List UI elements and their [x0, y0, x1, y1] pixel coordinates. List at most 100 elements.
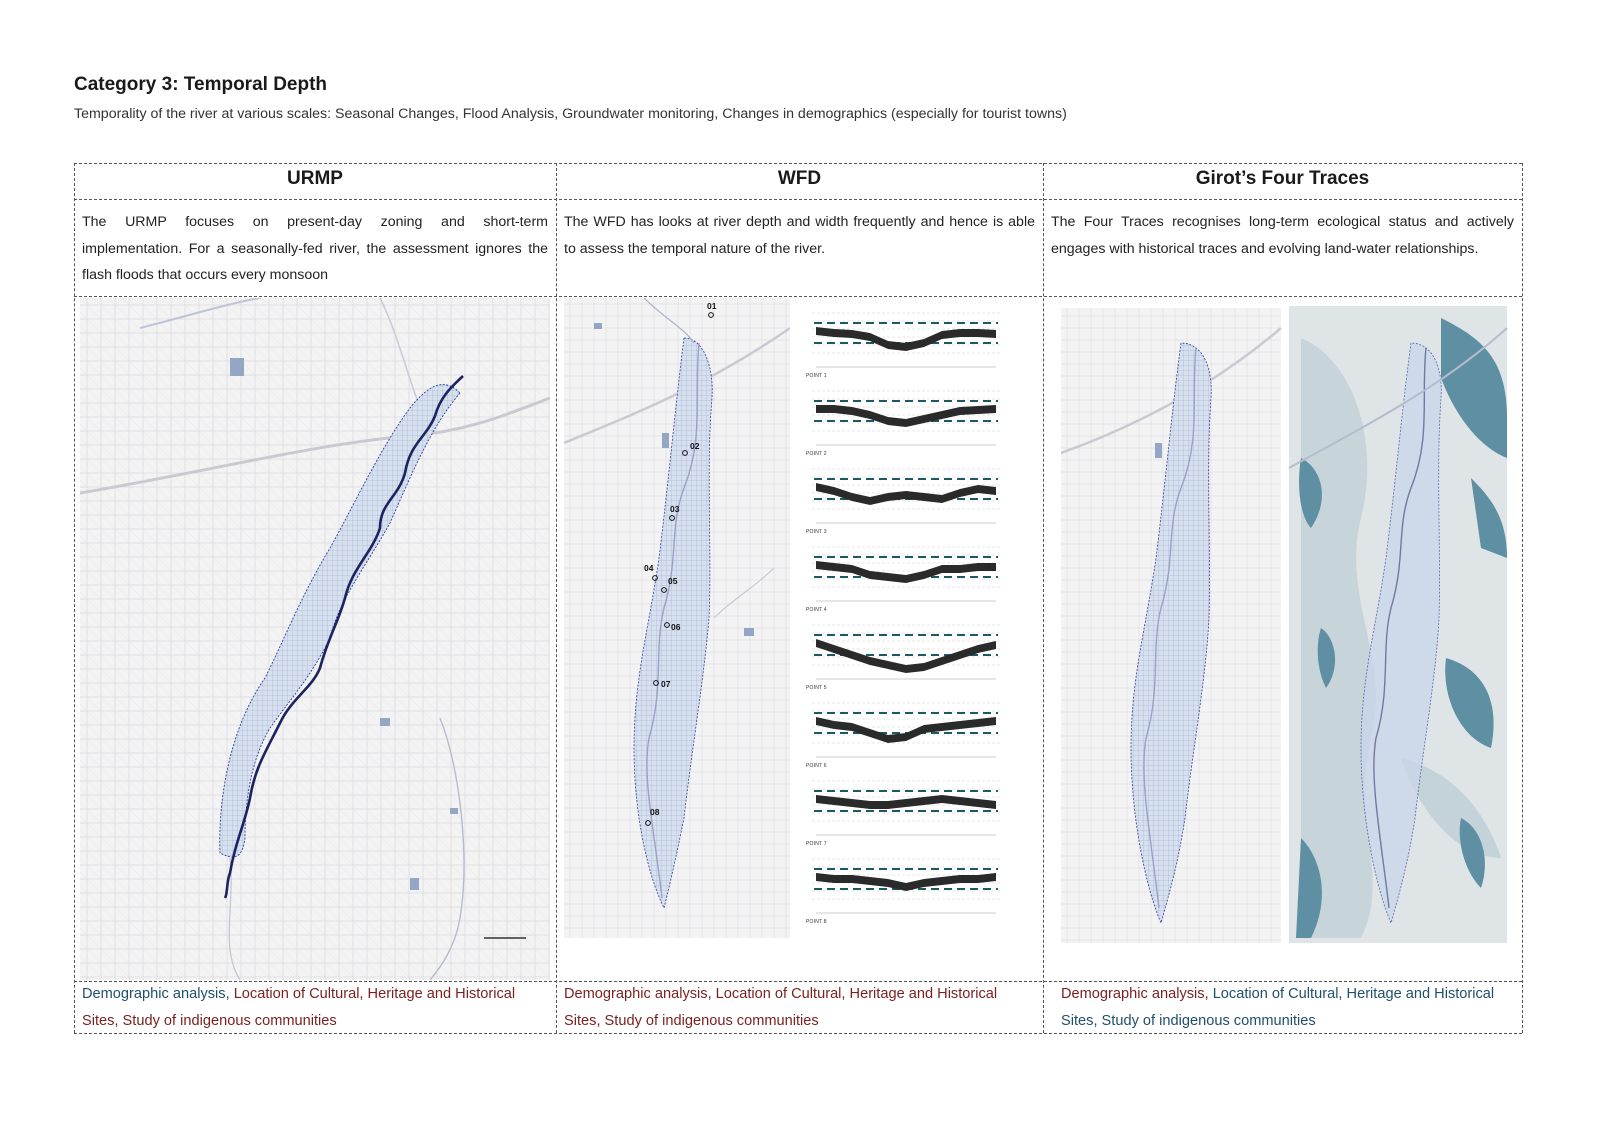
column-description: The Four Traces recognises long-term eco… — [1051, 214, 1514, 257]
cross-section: POINT 4 — [802, 539, 1012, 617]
sample-point: 04 — [644, 563, 658, 581]
ground-profile — [816, 795, 996, 809]
water-body — [410, 878, 419, 890]
cross-section: POINT 8 — [802, 851, 1012, 929]
table-desc-divider — [74, 296, 1522, 297]
cross-section: POINT 2 — [802, 383, 1012, 461]
tributary — [228, 857, 241, 980]
water-body — [230, 358, 244, 376]
section-label: POINT 4 — [806, 607, 827, 613]
ground-profile — [816, 405, 996, 427]
column-description: The WFD has looks at river depth and wid… — [564, 214, 1035, 257]
cross-section: POINT 1 — [802, 305, 1012, 383]
table-header-divider — [74, 199, 1522, 200]
tributary — [643, 298, 695, 344]
water-body — [450, 808, 458, 814]
column-footer: Demographic analysis, Location of Cultur… — [82, 981, 548, 1034]
section-label: POINT 2 — [806, 451, 827, 457]
page-title: Category 3: Temporal Depth — [74, 74, 328, 95]
cross-section: POINT 5 — [802, 617, 1012, 695]
water-body — [594, 323, 602, 329]
highway-road — [564, 326, 790, 445]
river-channel — [223, 375, 464, 899]
table-column-divider-2 — [1043, 163, 1044, 1033]
section-profile — [812, 468, 1002, 524]
flood-zone — [633, 337, 713, 910]
svg-text:01: 01 — [707, 301, 717, 311]
sample-point: 02 — [682, 441, 700, 456]
svg-text:07: 07 — [661, 679, 671, 689]
road — [139, 298, 261, 329]
column-urmp: URMP The URMP focuses on present-day zon… — [74, 163, 556, 1033]
section-label: POINT 7 — [806, 841, 827, 847]
svg-text:08: 08 — [650, 807, 660, 817]
footer-text: Location of Cultural, Heritage and Histo… — [1061, 986, 1495, 1029]
water-body — [662, 433, 669, 448]
svg-text:04: 04 — [644, 563, 654, 573]
column-footer: Demographic analysis, Location of Cultur… — [564, 981, 1035, 1034]
water-body — [744, 628, 754, 636]
column-title: WFD — [777, 168, 822, 189]
section-label: POINT 3 — [806, 529, 827, 535]
footer-text: Location of Cultural, Heritage and Histo… — [82, 986, 516, 1029]
sample-point: 01 — [707, 301, 717, 318]
svg-text:05: 05 — [668, 576, 678, 586]
section-label: POINT 5 — [806, 685, 827, 691]
water-body — [380, 718, 390, 726]
cross-section-panel: POINT 1 POINT 2 POINT 3 POINT 4 POINT 5 POINT… — [802, 305, 1022, 945]
page-subtitle: Temporality of the river at various scal… — [74, 106, 1067, 122]
tributary — [429, 717, 465, 980]
tributary — [713, 567, 775, 619]
table-border-bottom — [74, 1033, 1522, 1034]
table-map-divider — [74, 981, 1522, 982]
ground-profile — [816, 327, 996, 351]
table-border-top — [74, 163, 1522, 164]
ground-profile — [816, 717, 996, 743]
section-profile — [812, 858, 1002, 914]
flood-zone — [219, 384, 461, 858]
svg-text:02: 02 — [690, 441, 700, 451]
svg-text:03: 03 — [670, 504, 680, 514]
section-profile — [812, 312, 1002, 368]
section-label: POINT 1 — [806, 373, 827, 379]
svg-text:06: 06 — [671, 622, 681, 632]
column-title: URMP — [287, 168, 343, 189]
trace-map-historical — [1288, 306, 1508, 943]
wfd-map-drawing: 01 02 03 04 05 06 07 08 — [564, 298, 790, 938]
sample-point: 06 — [664, 622, 681, 632]
footer-text: Demographic analysis, — [1061, 986, 1213, 1002]
ground-profile — [816, 639, 996, 673]
column-description: The URMP focuses on present-day zoning a… — [82, 214, 548, 283]
urmp-map-drawing — [80, 298, 550, 980]
table-border-left — [74, 163, 75, 1033]
footer-text: Demographic analysis, — [82, 986, 234, 1002]
sample-points: 01 02 03 04 05 06 07 08 — [644, 301, 717, 826]
section-profile — [812, 780, 1002, 836]
ground-profile — [816, 873, 996, 891]
ground-profile — [816, 561, 996, 583]
urmp-map — [80, 298, 550, 980]
section-profile — [812, 624, 1002, 680]
girot-maps — [1061, 298, 1509, 943]
ground-profile — [816, 483, 996, 505]
sample-point: 03 — [669, 504, 680, 521]
sample-point: 07 — [653, 679, 671, 689]
section-profile — [812, 702, 1002, 758]
cross-section: POINT 3 — [802, 461, 1012, 539]
section-profile — [812, 390, 1002, 446]
section-label: POINT 8 — [806, 919, 827, 925]
column-girot: Girot’s Four Traces The Four Traces reco… — [1043, 163, 1522, 1033]
girot-map-drawing — [1061, 306, 1508, 943]
trace-map-present — [1061, 308, 1282, 943]
river-channel — [646, 342, 700, 899]
column-wfd: WFD The WFD has looks at river depth and… — [556, 163, 1043, 1033]
footer-text: Demographic analysis, Location of Cultur… — [564, 986, 998, 1029]
column-title: Girot’s Four Traces — [1195, 168, 1370, 189]
comparison-table: URMP The URMP focuses on present-day zon… — [74, 163, 1523, 1034]
wfd-map: 01 02 03 04 05 06 07 08 — [564, 298, 790, 938]
highway-road — [80, 396, 550, 495]
sample-point: 08 — [645, 807, 660, 826]
section-label: POINT 6 — [806, 763, 827, 769]
sample-point: 05 — [661, 576, 678, 593]
table-column-divider-1 — [556, 163, 557, 1033]
